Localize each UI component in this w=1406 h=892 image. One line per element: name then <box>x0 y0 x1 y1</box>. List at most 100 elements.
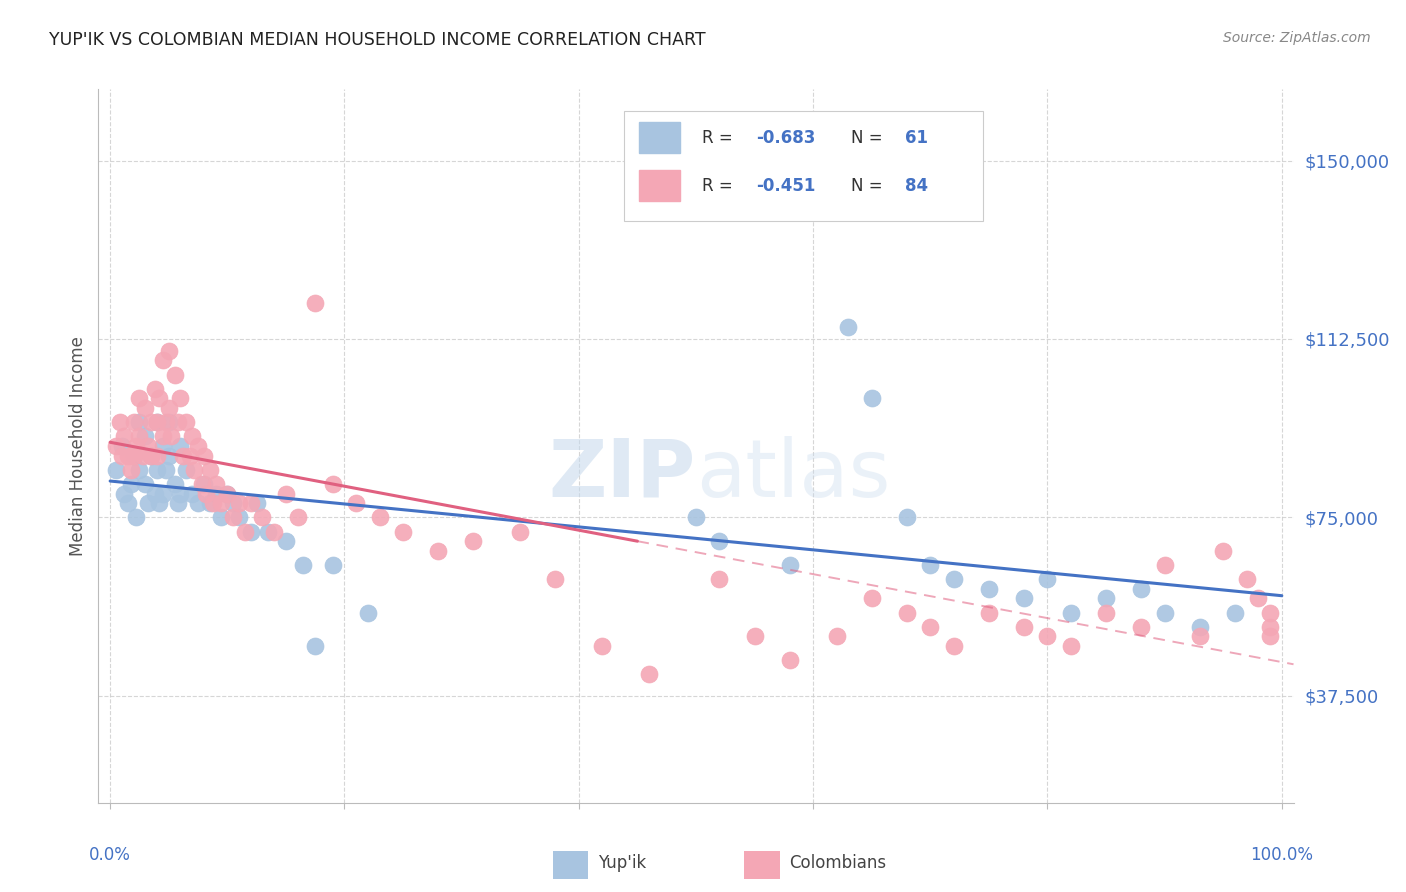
Point <box>204 477 226 491</box>
Point <box>125 439 148 453</box>
Point <box>108 415 131 429</box>
Point <box>274 534 297 549</box>
Point <box>117 496 139 510</box>
Point <box>920 558 942 572</box>
Point <box>152 439 174 453</box>
Point <box>1212 543 1234 558</box>
Point <box>195 486 218 500</box>
Point <box>322 477 344 491</box>
Point <box>160 429 183 443</box>
Point <box>1153 558 1175 572</box>
Point <box>141 449 163 463</box>
Point <box>228 510 250 524</box>
Point <box>427 543 450 558</box>
Point <box>112 429 135 443</box>
Point <box>112 486 135 500</box>
Point <box>1130 620 1153 634</box>
Point <box>896 606 918 620</box>
Point <box>304 296 326 310</box>
Point <box>1130 582 1153 596</box>
Point <box>198 463 221 477</box>
Point <box>252 510 274 524</box>
Point <box>163 368 186 382</box>
Point <box>117 449 139 463</box>
Point <box>148 496 170 510</box>
Point <box>1258 629 1281 643</box>
Point <box>143 382 166 396</box>
Text: Source: ZipAtlas.com: Source: ZipAtlas.com <box>1223 31 1371 45</box>
Point <box>392 524 415 539</box>
Point <box>146 463 169 477</box>
Point <box>167 415 190 429</box>
FancyBboxPatch shape <box>744 851 779 880</box>
Point <box>128 429 150 443</box>
Point <box>211 510 233 524</box>
Point <box>217 486 239 500</box>
Point <box>368 510 391 524</box>
Point <box>157 415 180 429</box>
Point <box>638 667 661 681</box>
Text: YUP'IK VS COLOMBIAN MEDIAN HOUSEHOLD INCOME CORRELATION CHART: YUP'IK VS COLOMBIAN MEDIAN HOUSEHOLD INC… <box>49 31 706 49</box>
Point <box>174 415 197 429</box>
Point <box>174 463 197 477</box>
Y-axis label: Median Household Income: Median Household Income <box>69 336 87 556</box>
Text: N =: N = <box>851 177 889 194</box>
Point <box>105 463 128 477</box>
Point <box>169 392 191 406</box>
Point <box>128 415 150 429</box>
Point <box>169 486 191 500</box>
Point <box>1036 572 1059 586</box>
Point <box>1188 620 1211 634</box>
Point <box>217 486 239 500</box>
Point <box>896 510 918 524</box>
Point <box>1095 606 1118 620</box>
Point <box>509 524 531 539</box>
Point <box>204 486 226 500</box>
Point <box>172 449 194 463</box>
Point <box>239 524 262 539</box>
Text: 84: 84 <box>905 177 928 194</box>
Point <box>136 439 159 453</box>
Point <box>122 449 145 463</box>
Point <box>1258 620 1281 634</box>
Point <box>187 439 209 453</box>
Text: ZIP: ZIP <box>548 435 696 514</box>
Point <box>155 463 177 477</box>
Point <box>837 320 859 334</box>
Point <box>287 510 309 524</box>
Point <box>977 606 1000 620</box>
Point <box>163 477 186 491</box>
Text: 0.0%: 0.0% <box>89 846 131 863</box>
Point <box>157 449 180 463</box>
Point <box>344 496 367 510</box>
Point <box>274 486 297 500</box>
Point <box>1012 620 1035 634</box>
Point <box>1012 591 1035 606</box>
Point <box>825 629 848 643</box>
Point <box>152 353 174 368</box>
Text: R =: R = <box>702 177 738 194</box>
Text: Colombians: Colombians <box>789 855 886 872</box>
Point <box>167 496 190 510</box>
Point <box>1060 606 1083 620</box>
Point <box>977 582 1000 596</box>
Point <box>709 534 731 549</box>
Point <box>292 558 315 572</box>
Point <box>357 606 380 620</box>
Point <box>202 496 225 510</box>
FancyBboxPatch shape <box>638 122 681 153</box>
Point <box>198 496 221 510</box>
Text: atlas: atlas <box>696 435 890 514</box>
Point <box>141 415 163 429</box>
Point <box>1095 591 1118 606</box>
Text: R =: R = <box>702 128 738 146</box>
Point <box>181 429 204 443</box>
Point <box>463 534 485 549</box>
Point <box>111 439 134 453</box>
Point <box>120 477 142 491</box>
Point <box>263 524 285 539</box>
Point <box>136 496 159 510</box>
Point <box>1236 572 1258 586</box>
Point <box>187 496 209 510</box>
Point <box>125 510 148 524</box>
